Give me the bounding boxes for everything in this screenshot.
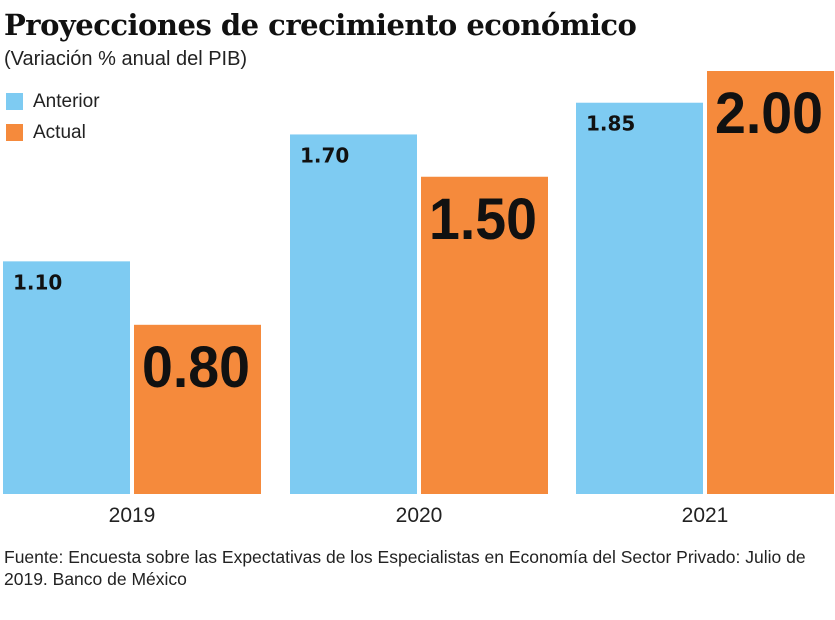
data-label: 1.85	[586, 112, 635, 136]
data-label: 2.00	[715, 81, 823, 146]
source-note: Fuente: Encuesta sobre las Expectativas …	[4, 547, 806, 589]
legend-item-anterior: Anterior	[6, 86, 100, 117]
legend-label: Actual	[33, 121, 86, 143]
data-label: 0.80	[142, 335, 250, 400]
data-label: 1.70	[300, 143, 349, 167]
bar-anterior-2021	[576, 102, 703, 494]
legend-item-actual: Actual	[6, 117, 100, 148]
legend-label: Anterior	[33, 90, 100, 112]
x-tick-label: 2019	[109, 504, 156, 527]
bar-actual-2021	[707, 71, 834, 494]
bar-anterior-2019	[3, 261, 130, 494]
x-tick-label: 2021	[682, 504, 729, 527]
bar-actual-2019	[134, 324, 261, 494]
legend-swatch-anterior	[6, 93, 23, 110]
x-tick-label: 2020	[396, 504, 443, 527]
data-label: 1.10	[13, 270, 62, 294]
bar-actual-2020	[421, 176, 548, 494]
legend: Anterior Actual	[6, 86, 100, 148]
chart-title: Proyecciones de crecimiento económico	[4, 8, 637, 42]
data-label: 1.50	[429, 187, 537, 252]
bar-anterior-2020	[290, 134, 417, 494]
chart-subtitle: (Variación % anual del PIB)	[4, 48, 248, 70]
legend-swatch-actual	[6, 124, 23, 141]
